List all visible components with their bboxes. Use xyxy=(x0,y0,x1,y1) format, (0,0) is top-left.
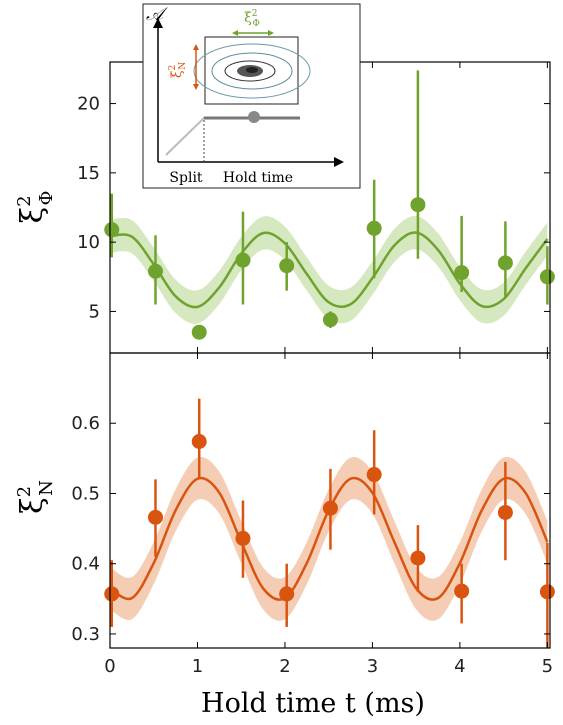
phase-sub: Φ xyxy=(253,19,260,29)
data-point xyxy=(191,434,207,449)
data-point xyxy=(279,586,295,602)
y-tick-label: 5 xyxy=(89,301,100,322)
plot-frame xyxy=(109,352,551,649)
data-point xyxy=(497,504,513,520)
data-point xyxy=(322,312,338,328)
y-tick-label: 0.5 xyxy=(71,483,100,504)
y-tick-label: 10 xyxy=(77,232,100,253)
contour xyxy=(224,60,276,82)
data-point xyxy=(104,222,120,238)
contour xyxy=(211,52,293,90)
x-tick-label: 3 xyxy=(367,656,378,677)
fit-line xyxy=(109,231,549,309)
contour xyxy=(193,43,311,99)
data-point xyxy=(366,220,382,236)
y-tick-label: 0.6 xyxy=(71,413,100,434)
y-label-base: ξ xyxy=(15,207,50,224)
x-tick-label: 4 xyxy=(454,656,465,677)
y-tick-label: 15 xyxy=(77,163,100,184)
y-tick-label: 0.4 xyxy=(71,554,100,575)
arrow-head xyxy=(334,157,344,167)
data-point xyxy=(322,500,338,516)
data-point xyxy=(454,265,470,281)
phase-label: ξ2 Φ xyxy=(244,9,260,29)
split-label: Split xyxy=(169,170,203,186)
y-label-top: ξ2Φ xyxy=(14,191,57,224)
phase-base: ξ xyxy=(244,10,252,26)
confidence-band xyxy=(110,215,548,324)
y-label-bottom: ξ2N xyxy=(14,480,57,514)
y-tick-label: 20 xyxy=(77,94,100,115)
data-point xyxy=(410,197,426,213)
data-point xyxy=(366,467,382,483)
x-tick-label: 0 xyxy=(104,656,115,677)
number-sub: N xyxy=(178,62,188,70)
data-point xyxy=(191,324,207,340)
data-point xyxy=(147,263,163,279)
arrow-head xyxy=(153,18,163,28)
y-label-sub: Φ xyxy=(36,191,57,206)
x-tick-label: 1 xyxy=(192,656,203,677)
y-label-sup: 2 xyxy=(14,486,35,497)
phase-sup: 2 xyxy=(252,9,258,19)
data-point xyxy=(539,584,555,600)
number-sup: 2 xyxy=(168,65,178,71)
data-point xyxy=(147,509,163,525)
y-label-base: ξ xyxy=(15,497,50,514)
y-tick-label: 0.3 xyxy=(71,624,100,645)
data-point xyxy=(235,530,251,546)
x-tick-label: 2 xyxy=(279,656,290,677)
confidence-band xyxy=(110,456,548,621)
x-tick-label: 5 xyxy=(542,656,553,677)
data-point xyxy=(235,252,251,268)
x-label: Hold time t (ms) xyxy=(201,688,425,719)
hold-label: Hold time xyxy=(223,170,293,186)
data-point xyxy=(539,269,555,285)
y-label-sup: 2 xyxy=(14,195,35,206)
density-core xyxy=(246,67,258,73)
data-point xyxy=(104,586,120,602)
inset-y-label: 𝒜 xyxy=(146,4,168,25)
number-label: ξ2N xyxy=(168,62,188,78)
y-label-sub: N xyxy=(36,480,57,496)
state-dot xyxy=(248,111,260,123)
data-point xyxy=(410,550,426,566)
number-base: ξ xyxy=(169,70,185,78)
inset: 𝒜 ξ2 Φ ξ2N Split Hold time xyxy=(142,3,361,189)
data-point xyxy=(497,255,513,271)
data-point xyxy=(279,258,295,274)
data-point xyxy=(454,583,470,599)
